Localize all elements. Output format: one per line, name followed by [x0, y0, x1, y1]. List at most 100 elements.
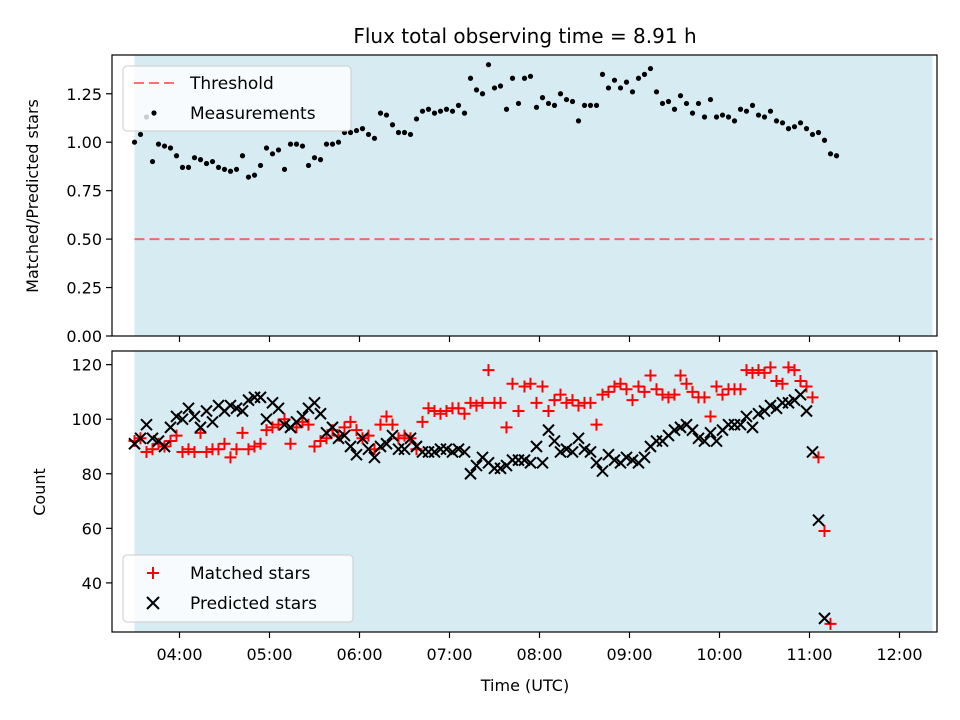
matched-star-point — [296, 415, 309, 428]
legend-predicted-label: Predicted stars — [190, 594, 317, 614]
predicted-star-point — [704, 426, 717, 440]
measurement-point — [203, 160, 210, 167]
matched-star-point — [704, 410, 717, 423]
measurement-point — [443, 106, 450, 112]
matched-star-point — [560, 396, 573, 409]
measurement-point — [377, 110, 384, 116]
ratio-ytick-label: 1.25 — [66, 85, 102, 104]
measurement-point — [797, 120, 804, 126]
count-ytick-label: 40 — [82, 574, 102, 593]
predicted-star-point — [524, 456, 537, 470]
measurement-point — [731, 118, 738, 124]
measurement-point — [173, 153, 180, 159]
predicted-star-point — [134, 432, 147, 445]
ratio-ytick-label: 0.75 — [66, 182, 102, 201]
matched-star-point — [530, 396, 543, 409]
measurement-point — [311, 155, 318, 161]
matched-star-point — [242, 443, 255, 456]
measurement-point — [761, 114, 768, 120]
predicted-star-point — [236, 404, 249, 418]
predicted-star-point — [470, 459, 483, 472]
measurement-point — [275, 147, 282, 153]
count-xtick-label: 11:00 — [786, 645, 832, 664]
count-ytick-label: 100 — [71, 410, 102, 429]
matched-star-point — [260, 424, 273, 437]
measurement-points — [131, 62, 840, 180]
measurement-point — [737, 106, 744, 112]
count-legend-box — [122, 554, 354, 623]
matched-star-point — [176, 445, 189, 458]
matched-star-point — [506, 377, 519, 390]
count-y-axis: 40 60 80 100 120 — [71, 356, 112, 593]
measurement-point — [353, 127, 360, 134]
matched-star-point — [668, 388, 681, 401]
matched-star-point — [140, 445, 153, 458]
predicted-star-point — [362, 443, 375, 456]
measurement-point — [425, 106, 432, 112]
count-panel: 40 60 80 100 120 04:00 05:00 06:00 07:00 08:00 09… — [30, 350, 938, 695]
measurement-point — [221, 166, 228, 172]
count-xtick-label: 06:00 — [336, 645, 382, 664]
measurement-point — [689, 110, 696, 116]
predicted-star-point — [746, 421, 759, 434]
count-xtick-label: 10:00 — [696, 645, 742, 664]
matched-star-point — [320, 432, 333, 445]
measurement-point — [329, 141, 336, 147]
count-xtick-label: 09:00 — [606, 645, 652, 664]
measurement-point — [305, 162, 312, 169]
measurement-point — [287, 141, 294, 147]
measurement-point — [581, 102, 588, 108]
matched-star-point — [584, 396, 597, 409]
predicted-star-point — [398, 443, 411, 456]
predicted-star-point — [566, 445, 579, 459]
measurement-point — [149, 158, 156, 165]
measurement-point — [803, 126, 810, 132]
measurement-point — [539, 95, 546, 101]
matched-star-point — [434, 407, 447, 420]
predicted-star-point — [698, 434, 711, 448]
predicted-star-point — [686, 423, 699, 437]
count-xtick-label: 07:00 — [426, 645, 472, 664]
measurement-point — [359, 126, 366, 132]
measurement-point — [467, 75, 474, 81]
count-xtick-label: 05:00 — [246, 645, 292, 664]
measurement-point — [347, 129, 354, 136]
measurement-point — [695, 100, 702, 107]
measurement-point — [749, 102, 756, 108]
measurement-point — [533, 104, 540, 110]
predicted-star-point — [206, 415, 219, 429]
predicted-star-point — [458, 445, 471, 459]
measurement-point — [833, 153, 840, 159]
measurement-point — [647, 65, 654, 72]
matched-star-point — [272, 418, 285, 431]
predicted-star-point — [536, 456, 549, 470]
measurement-point — [707, 96, 714, 103]
matched-star-point — [290, 421, 303, 434]
matched-star-point — [824, 617, 837, 630]
matched-star-point — [344, 415, 357, 428]
matched-star-point — [278, 413, 291, 426]
measurement-point — [389, 122, 396, 128]
matched-star-point — [464, 396, 477, 409]
matched-star-point — [548, 394, 561, 407]
predicted-star-point — [356, 432, 369, 445]
matched-star-point — [494, 396, 507, 409]
measurement-point — [719, 112, 726, 118]
predicted-star-point — [200, 404, 213, 418]
matched-star-point — [302, 418, 315, 431]
matched-star-point — [338, 421, 351, 434]
measurement-point — [611, 77, 618, 83]
measurement-point — [665, 98, 672, 105]
measurement-point — [725, 114, 732, 120]
legend-measurement-label: Measurements — [190, 104, 316, 124]
predicted-star-point — [572, 432, 585, 445]
measurement-point — [575, 118, 582, 124]
count-axes-frame — [111, 350, 938, 633]
measurement-point — [557, 91, 564, 97]
count-y-axis-label: Count — [30, 468, 49, 516]
measurement-point — [281, 166, 288, 172]
predicted-star-point — [182, 402, 195, 415]
count-xtick-label: 12:00 — [876, 645, 922, 664]
matched-star-point — [800, 380, 813, 393]
measurement-point — [179, 164, 186, 170]
